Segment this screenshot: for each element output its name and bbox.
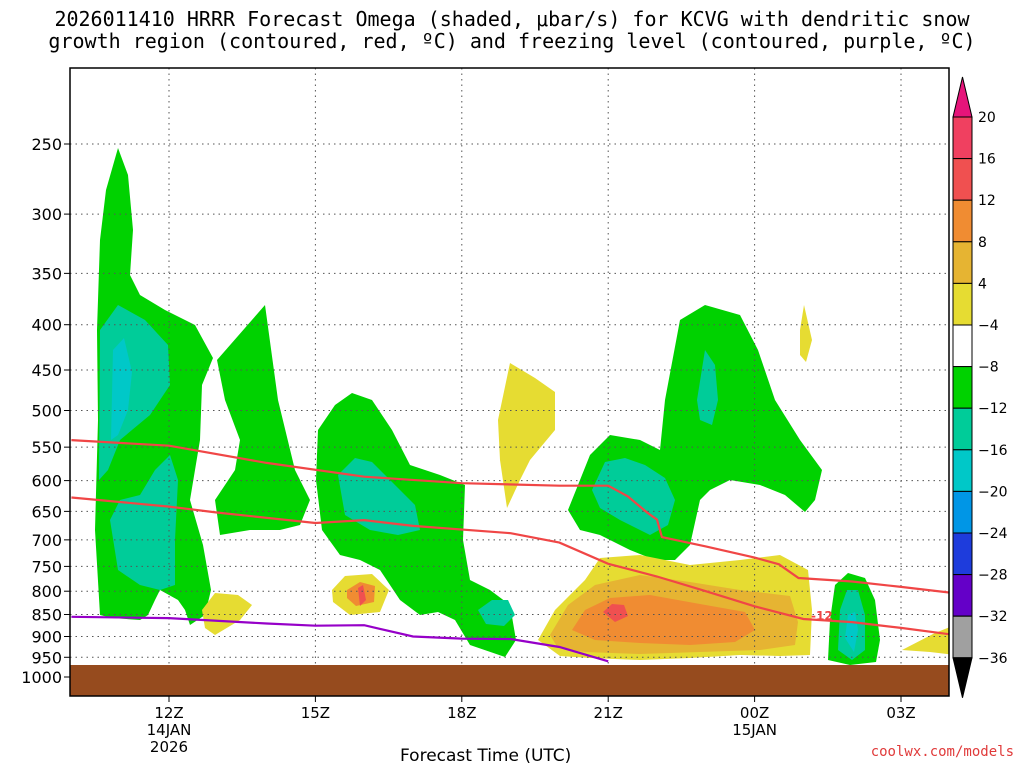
snow-growth-upper-contour (71, 439, 949, 594)
omega-region-green-midleft (215, 305, 310, 535)
colorbar-segment (952, 407, 973, 451)
tick-label-pressure: 350 (31, 264, 62, 283)
x-axis-label: Forecast Time (UTC) (400, 746, 572, 766)
omega-region-teal-right (592, 458, 675, 535)
tick-label-pressure: 850 (31, 606, 62, 625)
colorbar-tick-label: −20 (978, 484, 1008, 500)
colorbar-segment (952, 282, 973, 326)
colorbar-tick-label: −32 (978, 609, 1008, 625)
colorbar-tick-label: −12 (978, 401, 1008, 417)
colorbar-tick-label: 8 (978, 235, 987, 251)
tick-label-pressure: 300 (31, 205, 62, 224)
tick-label-pressure: 550 (31, 438, 62, 457)
omega-region-cyan-left-upper (111, 338, 132, 440)
tick-label-time: 12Z (154, 704, 183, 722)
colorbar-tick-label: 4 (978, 276, 987, 292)
tick-label-pressure: 450 (31, 361, 62, 380)
omega-region-yellow-19z (498, 363, 555, 508)
tick-label-time: 00Z (740, 704, 769, 722)
colorbar-tick-label: −16 (978, 443, 1008, 459)
omega-region-teal-center (338, 458, 420, 535)
colorbar-segment (952, 324, 973, 368)
tick-label-time: 2026 (150, 738, 188, 756)
snow-growth-lower-contour (71, 496, 949, 636)
tick-label-time: 15Z (301, 704, 330, 722)
colorbar-tick-label: −8 (978, 360, 999, 376)
tick-label-pressure: 800 (31, 582, 62, 601)
colorbar-segment (952, 532, 973, 576)
tick-label-time: 14JAN (147, 721, 192, 739)
colorbar-tick-label: −4 (978, 318, 999, 334)
colorbar-segment (952, 449, 973, 492)
tick-label-pressure: 750 (31, 557, 62, 576)
omega-colorbar: 20 16 12 8 4 −4 −8 −12 −16 −20 −24 −28 −32 −36 (952, 76, 1008, 698)
colorbar-tick-label: 16 (978, 152, 996, 168)
colorbar-segment (952, 366, 973, 409)
tick-label-pressure: 950 (31, 648, 62, 667)
chart-gridlines (70, 68, 949, 696)
omega-region-red-lower (603, 604, 628, 622)
omega-region-teal-center-low (478, 600, 515, 626)
tick-label-pressure: 500 (31, 402, 62, 421)
colorbar-tick-label: −28 (978, 568, 1008, 584)
colorbar-segment (952, 116, 973, 160)
colorbar-bottom-arrow (952, 657, 973, 698)
colorbar-segment (952, 158, 973, 201)
contour-label-minus-12: -12 (811, 609, 833, 623)
tick-label-pressure: 1000 (21, 668, 62, 687)
tick-label-time: 03Z (886, 704, 915, 722)
omega-region-green-right (568, 305, 822, 560)
colorbar-tick-label: 12 (978, 193, 996, 209)
colorbar-segment (952, 574, 973, 617)
tick-label-time: 18Z (447, 704, 476, 722)
tick-label-pressure: 400 (31, 316, 62, 335)
tick-label-pressure: 250 (31, 135, 62, 154)
colorbar-top-arrow (952, 76, 973, 118)
omega-region-red-16z (358, 585, 366, 606)
omega-region-teal-left-lower (110, 455, 178, 590)
tick-label-pressure: 900 (31, 627, 62, 646)
tick-label-time: 21Z (594, 704, 623, 722)
tick-label-pressure: 600 (31, 472, 62, 491)
colorbar-segment (952, 490, 973, 534)
colorbar-segment (952, 615, 973, 659)
chart-title-line-2: growth region (contoured, red, ºC) and f… (48, 29, 976, 53)
freezing-level-contour (71, 615, 609, 663)
tick-label-pressure: 700 (31, 531, 62, 550)
colorbar-tick-label: 20 (978, 110, 996, 126)
colorbar-segment (952, 199, 973, 243)
omega-region-teal-right-upper (697, 350, 718, 425)
colorbar-tick-label: −24 (978, 526, 1008, 542)
plot-frame (69, 67, 950, 697)
omega-region-yellow-small-01z (800, 305, 812, 362)
omega-shading (95, 148, 949, 665)
ground-surface (70, 665, 949, 696)
contour-lines (71, 439, 949, 663)
credit-text: coolwx.com/models (870, 744, 1014, 760)
tick-label-pressure: 650 (31, 502, 62, 521)
tick-label-time: 15JAN (732, 721, 777, 739)
omega-region-yellow-04z (902, 627, 949, 655)
pressure-axis: 250 300 350 400 450 500 550 600 650 700 750 800 850 9… (21, 135, 70, 687)
chart-title-line-1: 2026011410 HRRR Forecast Omega (shaded, … (54, 7, 970, 31)
colorbar-tick-label: −36 (978, 651, 1008, 667)
omega-region-yellow-small-12z (202, 593, 252, 635)
colorbar-segment (952, 241, 973, 284)
